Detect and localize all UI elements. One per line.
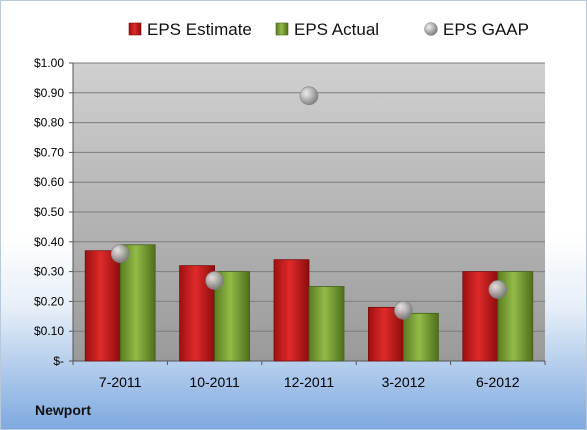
y-tick-label: $0.80 bbox=[34, 116, 64, 130]
y-tick-label: $0.40 bbox=[34, 235, 64, 249]
eps-estimate-bar bbox=[273, 259, 310, 362]
company-label: Newport bbox=[35, 402, 91, 418]
x-category-label: 6-2012 bbox=[476, 374, 520, 390]
y-tick-label: $0.50 bbox=[34, 205, 64, 219]
eps-actual-legend-label: EPS Actual bbox=[294, 20, 379, 39]
y-tick-label: $0.10 bbox=[34, 324, 64, 338]
eps-gaap-legend-swatch bbox=[424, 22, 438, 36]
y-tick-label: $0.30 bbox=[34, 265, 64, 279]
eps-estimate-legend-label: EPS Estimate bbox=[147, 20, 252, 39]
eps-gaap-marker bbox=[110, 244, 130, 264]
eps-estimate-legend-swatch bbox=[128, 22, 142, 36]
y-tick-label: $0.20 bbox=[34, 294, 64, 308]
x-category-label: 10-2011 bbox=[189, 374, 240, 390]
y-tick-label: $- bbox=[53, 354, 64, 368]
eps-gaap-legend-label: EPS GAAP bbox=[443, 20, 529, 39]
eps-actual-bar bbox=[308, 286, 345, 362]
eps-estimate-bar bbox=[84, 250, 121, 362]
x-category-label: 7-2011 bbox=[99, 374, 142, 390]
x-category-label: 12-2011 bbox=[284, 374, 335, 390]
eps-gaap-marker bbox=[488, 280, 508, 299]
eps-gaap-marker bbox=[205, 271, 224, 290]
eps-actual-bar bbox=[402, 312, 439, 362]
eps-actual-legend-swatch bbox=[275, 22, 289, 36]
y-tick-label: $0.90 bbox=[34, 86, 64, 100]
eps-gaap-marker bbox=[394, 301, 413, 320]
x-category-label: 3-2012 bbox=[382, 374, 426, 390]
y-tick-label: $1.00 bbox=[34, 56, 64, 70]
eps-gaap-marker bbox=[299, 86, 319, 106]
eps-actual-bar bbox=[119, 244, 156, 362]
y-tick-label: $0.60 bbox=[34, 175, 64, 189]
y-tick-label: $0.70 bbox=[34, 145, 64, 159]
